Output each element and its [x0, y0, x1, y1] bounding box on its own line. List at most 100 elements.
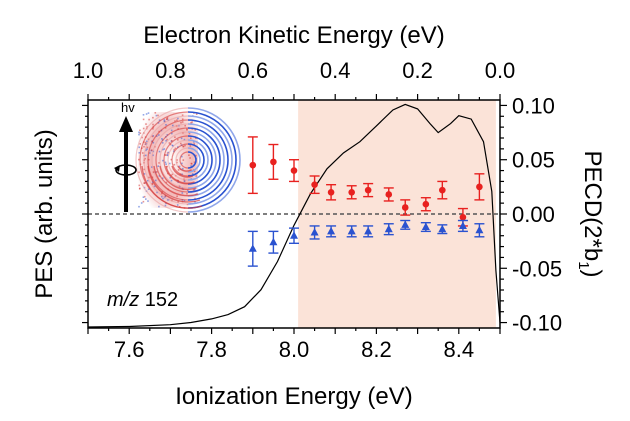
vmi-pixel — [177, 201, 179, 203]
vmi-pixel — [144, 157, 146, 160]
vmi-pixel — [171, 173, 174, 176]
vmi-pixel — [146, 146, 149, 149]
vmi-pixel — [152, 128, 154, 130]
y-right-tick-label: -0.10 — [512, 311, 562, 336]
vmi-pixel — [142, 200, 145, 203]
vmi-pixel — [190, 122, 192, 124]
vmi-pixel — [154, 112, 157, 114]
vmi-pixel — [169, 143, 172, 146]
data-point-red — [385, 191, 393, 198]
vmi-pixel — [148, 158, 150, 161]
vmi-pixel — [181, 121, 184, 123]
vmi-pixel — [148, 118, 150, 121]
vmi-pixel — [158, 150, 161, 153]
vmi-pixel — [193, 143, 195, 145]
data-point-blue — [310, 227, 319, 236]
vmi-ring-pattern — [135, 107, 241, 213]
vmi-pixel — [180, 121, 182, 124]
vmi-ring-right — [187, 151, 197, 169]
vmi-pixel — [142, 196, 145, 198]
x-tick-label: 8.4 — [444, 337, 475, 362]
data-point-blue — [438, 224, 447, 233]
vmi-pixel — [187, 189, 189, 192]
vmi-ring-right — [187, 107, 241, 213]
vmi-pixel — [166, 117, 169, 119]
vmi-pixel — [177, 117, 179, 120]
vmi-pixel — [138, 133, 140, 136]
vmi-pixel — [176, 159, 178, 161]
vmi-pixel — [183, 199, 186, 202]
vmi-ring-left — [143, 115, 189, 205]
vmi-pixel — [163, 119, 166, 121]
vmi-ring-lower — [141, 165, 203, 209]
vmi-pixel — [173, 163, 176, 166]
data-point-red — [270, 158, 277, 166]
y-axis-label-left: PES (arb. units) — [31, 129, 58, 298]
vmi-pixel — [171, 140, 173, 142]
vmi-pixel — [186, 129, 188, 131]
data-point-blue — [401, 220, 410, 228]
data-point-blue — [458, 221, 467, 229]
vmi-pixel — [170, 179, 173, 182]
vmi-pixel — [161, 142, 164, 144]
vmi-pixel — [174, 120, 176, 122]
data-point-blue — [421, 222, 430, 231]
data-point-blue — [248, 244, 257, 252]
vmi-pixel — [143, 145, 145, 148]
vmi-pixel — [151, 183, 154, 185]
vmi-pixel — [192, 173, 194, 175]
vmi-pixel — [168, 162, 171, 165]
vmi-pixel — [151, 135, 154, 138]
vmi-pixel — [155, 135, 158, 137]
vmi-pixel — [158, 134, 160, 136]
vmi-ring-right — [187, 147, 201, 173]
data-point-blue — [269, 237, 278, 246]
vmi-pixel — [189, 145, 192, 147]
vmi-pixel — [170, 129, 173, 132]
vmi-pixel — [145, 141, 147, 144]
vmi-pixel — [164, 204, 167, 207]
data-point-red — [249, 161, 257, 169]
vmi-pixel — [145, 154, 147, 157]
vmi-ring-left — [159, 131, 189, 189]
vmi-pixel — [145, 149, 147, 152]
vmi-pixel — [138, 205, 140, 208]
vmi-ring-left — [155, 127, 189, 193]
vmi-pixel — [193, 141, 195, 143]
vmi-pixel — [150, 149, 153, 151]
data-point-red — [401, 204, 409, 211]
data-point-blue — [290, 231, 298, 239]
data-point-red — [422, 200, 430, 208]
vmi-pixel — [186, 193, 188, 195]
y-right-tick-label: -0.05 — [512, 256, 562, 281]
data-point-red — [439, 186, 446, 194]
vmi-pixel — [194, 197, 196, 200]
top-x-tick-label: 0.4 — [320, 58, 351, 83]
vmi-pixel — [190, 165, 192, 167]
vmi-pixel — [190, 169, 193, 172]
vmi-ring-right — [187, 143, 205, 177]
vmi-pixel — [158, 162, 160, 164]
vmi-pixel — [177, 139, 179, 141]
vmi-pixel — [183, 180, 186, 183]
vmi-pixel — [176, 119, 178, 121]
vmi-pixel — [188, 154, 190, 156]
vmi-pixel — [181, 162, 183, 165]
vmi-pixel — [146, 148, 148, 150]
vmi-ring-lower — [159, 165, 197, 191]
vmi-pixel — [157, 114, 159, 117]
vmi-pixel — [151, 166, 153, 168]
vmi-pixel — [145, 113, 148, 115]
vmi-pixel — [164, 127, 167, 129]
vmi-pixel — [148, 176, 150, 179]
vmi-pixel — [183, 138, 186, 141]
data-point-red — [290, 167, 298, 174]
x-tick-label: 7.6 — [114, 337, 145, 362]
vmi-pixel — [184, 124, 186, 127]
data-point-red — [327, 188, 335, 196]
vmi-pixel — [157, 165, 160, 167]
vmi-pixel — [142, 152, 144, 154]
vmi-pixel — [181, 118, 184, 120]
vmi-pixel — [158, 205, 160, 208]
